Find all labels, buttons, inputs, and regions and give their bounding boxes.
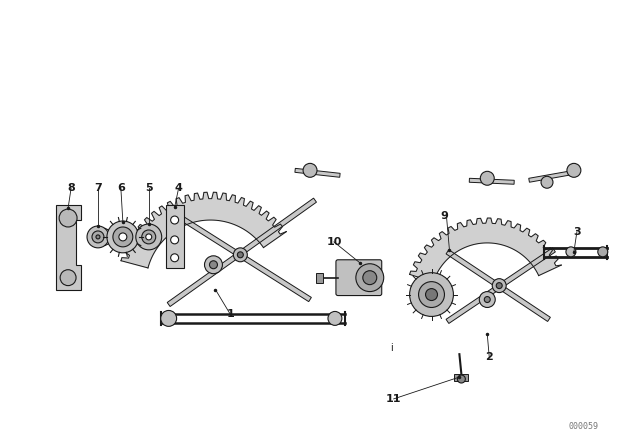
Circle shape xyxy=(328,311,342,325)
Text: 000059: 000059 xyxy=(569,422,599,431)
Text: 7: 7 xyxy=(94,183,102,193)
Circle shape xyxy=(87,226,109,248)
Text: i: i xyxy=(390,343,392,353)
Circle shape xyxy=(119,233,127,241)
Circle shape xyxy=(60,270,76,286)
Circle shape xyxy=(410,273,453,316)
Circle shape xyxy=(209,261,218,269)
Polygon shape xyxy=(446,250,550,322)
Circle shape xyxy=(566,247,576,257)
Circle shape xyxy=(496,283,502,289)
Text: 4: 4 xyxy=(175,183,182,193)
Text: 3: 3 xyxy=(573,227,580,237)
Text: 8: 8 xyxy=(67,183,75,193)
Polygon shape xyxy=(469,178,515,184)
Text: 10: 10 xyxy=(326,237,342,247)
FancyBboxPatch shape xyxy=(336,260,381,296)
Circle shape xyxy=(598,247,608,257)
Polygon shape xyxy=(167,208,312,302)
Circle shape xyxy=(107,221,139,253)
Circle shape xyxy=(96,235,100,239)
Circle shape xyxy=(234,248,247,262)
Circle shape xyxy=(567,164,581,177)
Polygon shape xyxy=(295,168,340,177)
Polygon shape xyxy=(410,218,561,282)
Circle shape xyxy=(480,171,494,185)
Circle shape xyxy=(363,271,377,284)
Polygon shape xyxy=(316,273,323,283)
Text: 9: 9 xyxy=(440,211,449,221)
Circle shape xyxy=(171,236,179,244)
Text: 11: 11 xyxy=(386,394,401,404)
Circle shape xyxy=(161,310,177,326)
Circle shape xyxy=(303,164,317,177)
Circle shape xyxy=(171,216,179,224)
Circle shape xyxy=(92,231,104,243)
Text: 2: 2 xyxy=(485,352,493,362)
Polygon shape xyxy=(446,248,556,323)
Circle shape xyxy=(136,224,162,250)
Circle shape xyxy=(479,292,495,307)
Circle shape xyxy=(146,234,152,240)
Polygon shape xyxy=(529,170,574,182)
Text: 5: 5 xyxy=(145,183,152,193)
Text: 1: 1 xyxy=(227,310,234,319)
Circle shape xyxy=(541,177,553,188)
Circle shape xyxy=(492,279,506,293)
Circle shape xyxy=(171,254,179,262)
Polygon shape xyxy=(167,198,316,306)
Polygon shape xyxy=(56,205,81,289)
Circle shape xyxy=(426,289,438,301)
Circle shape xyxy=(113,227,133,247)
Polygon shape xyxy=(454,374,468,381)
Circle shape xyxy=(237,252,243,258)
Circle shape xyxy=(419,282,444,307)
Polygon shape xyxy=(121,192,286,268)
Circle shape xyxy=(458,375,465,383)
Circle shape xyxy=(142,230,156,244)
Text: 6: 6 xyxy=(117,183,125,193)
Circle shape xyxy=(205,256,223,274)
Circle shape xyxy=(356,264,384,292)
Circle shape xyxy=(59,209,77,227)
Circle shape xyxy=(484,297,490,302)
Polygon shape xyxy=(166,205,184,268)
